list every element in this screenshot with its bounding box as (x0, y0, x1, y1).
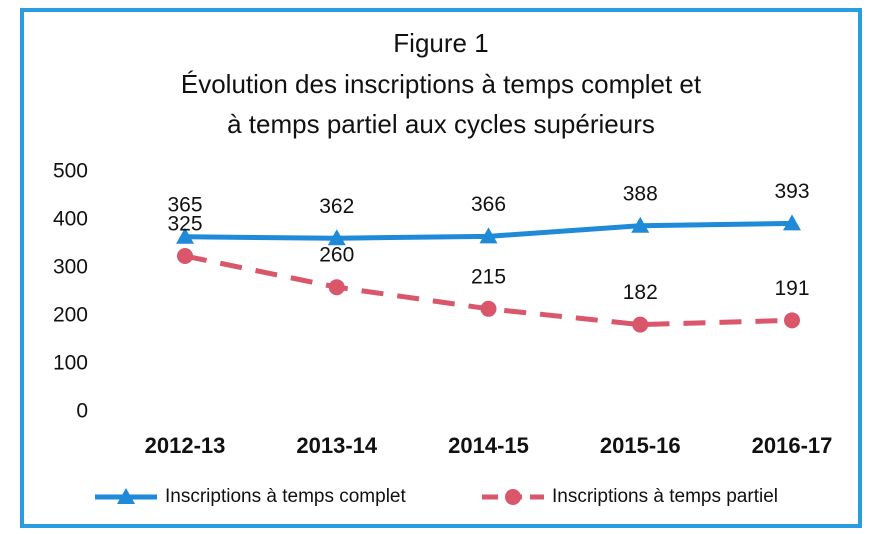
point (176, 227, 194, 244)
point (480, 300, 497, 317)
point (177, 248, 193, 264)
y-tick-label: 300 (53, 256, 88, 279)
data-label: 393 (774, 180, 809, 203)
chart-subtitle: à temps partiel aux cycles supérieurs (227, 109, 655, 139)
y-tick-label: 0 (76, 400, 88, 423)
point (631, 216, 650, 233)
data-label: 260 (319, 244, 354, 267)
point (327, 229, 346, 246)
y-tick-label: 100 (53, 352, 88, 375)
data-label: 215 (471, 265, 506, 288)
x-tick-label: 2013-14 (296, 433, 378, 458)
y-tick-label: 400 (53, 208, 88, 231)
point (328, 279, 345, 296)
data-label: 182 (623, 281, 658, 304)
legend-marker (505, 489, 521, 505)
point (632, 316, 649, 333)
data-label: 388 (623, 182, 658, 205)
x-tick-label: 2015-16 (600, 433, 681, 458)
data-label: 325 (167, 213, 202, 236)
data-label: 191 (774, 277, 809, 300)
data-label: 366 (471, 193, 506, 216)
legend-label: Inscriptions à temps complet (165, 486, 406, 507)
x-tick-label: 2012-13 (145, 433, 226, 458)
point (783, 214, 801, 231)
point (479, 227, 498, 244)
x-tick-label: 2014-15 (448, 433, 529, 458)
legend-label: Inscriptions à temps partiel (552, 486, 778, 507)
y-tick-label: 200 (53, 304, 88, 327)
chart-title: Figure 1 (393, 28, 488, 58)
frame (20, 8, 862, 528)
data-label: 365 (167, 193, 202, 216)
point (784, 312, 800, 329)
x-tick-label: 2016-17 (752, 433, 833, 458)
chart-subtitle: Évolution des inscriptions à temps compl… (181, 69, 702, 99)
data-label: 362 (319, 195, 354, 218)
y-tick-label: 500 (53, 160, 88, 183)
legend-marker (117, 488, 135, 504)
